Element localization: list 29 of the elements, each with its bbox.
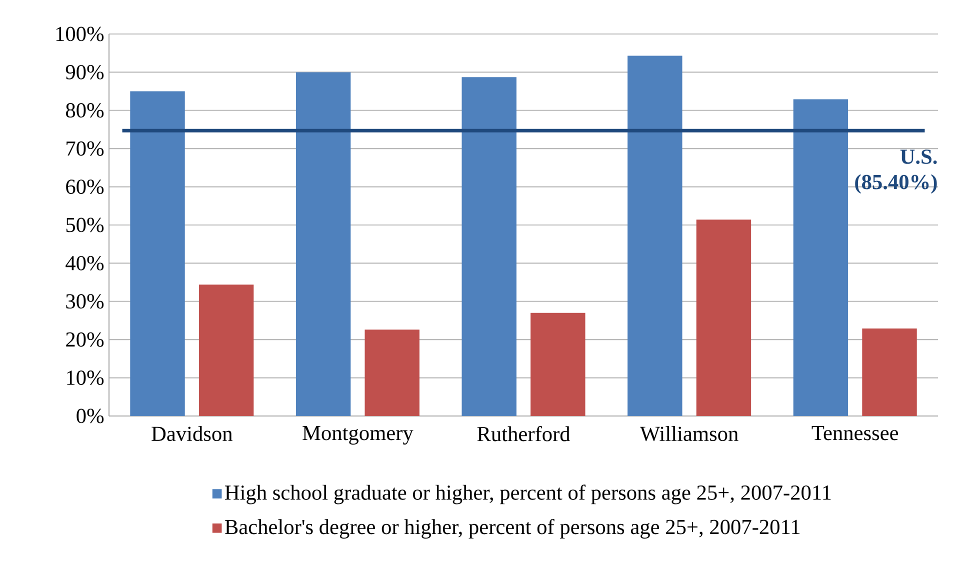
- x-tick-label: Tennessee: [812, 426, 898, 440]
- bar: [296, 72, 351, 416]
- x-tick-label: Williamson: [640, 426, 738, 442]
- y-tick-label: 30%: [66, 294, 104, 309]
- y-tick-label: 20%: [66, 332, 104, 347]
- bar: [530, 312, 586, 416]
- bar: [462, 77, 516, 416]
- bar: [364, 330, 420, 416]
- bar: [862, 328, 917, 416]
- ref-line-label: U.S. (85.40%): [855, 150, 937, 194]
- y-tick-label: 90%: [66, 64, 104, 80]
- bar: [628, 56, 682, 416]
- bar: [793, 99, 848, 416]
- y-tick-label: 50%: [66, 218, 104, 232]
- legend-label: Bachelor's degree or higher, percent of persons age 25+, 2007-2011: [225, 518, 800, 539]
- y-tick-label: 10%: [67, 370, 104, 386]
- x-tick-label: Davidson: [152, 426, 232, 442]
- bar: [130, 91, 185, 416]
- x-tick-label: Montgomery: [302, 426, 414, 445]
- y-tick-label: 60%: [66, 180, 104, 194]
- y-tick-label: 0%: [76, 408, 104, 424]
- y-tick-label: 100%: [56, 26, 104, 42]
- y-tick-label: 70%: [66, 141, 104, 156]
- y-tick-label: 40%: [66, 256, 104, 270]
- y-tick-label: 80%: [66, 103, 104, 118]
- legend-label: High school graduate or higher, percent of persons age 25+, 2007-2011: [225, 484, 831, 504]
- x-tick-label: Rutherford: [477, 426, 570, 442]
- bar: [696, 220, 752, 416]
- bar: [198, 284, 254, 416]
